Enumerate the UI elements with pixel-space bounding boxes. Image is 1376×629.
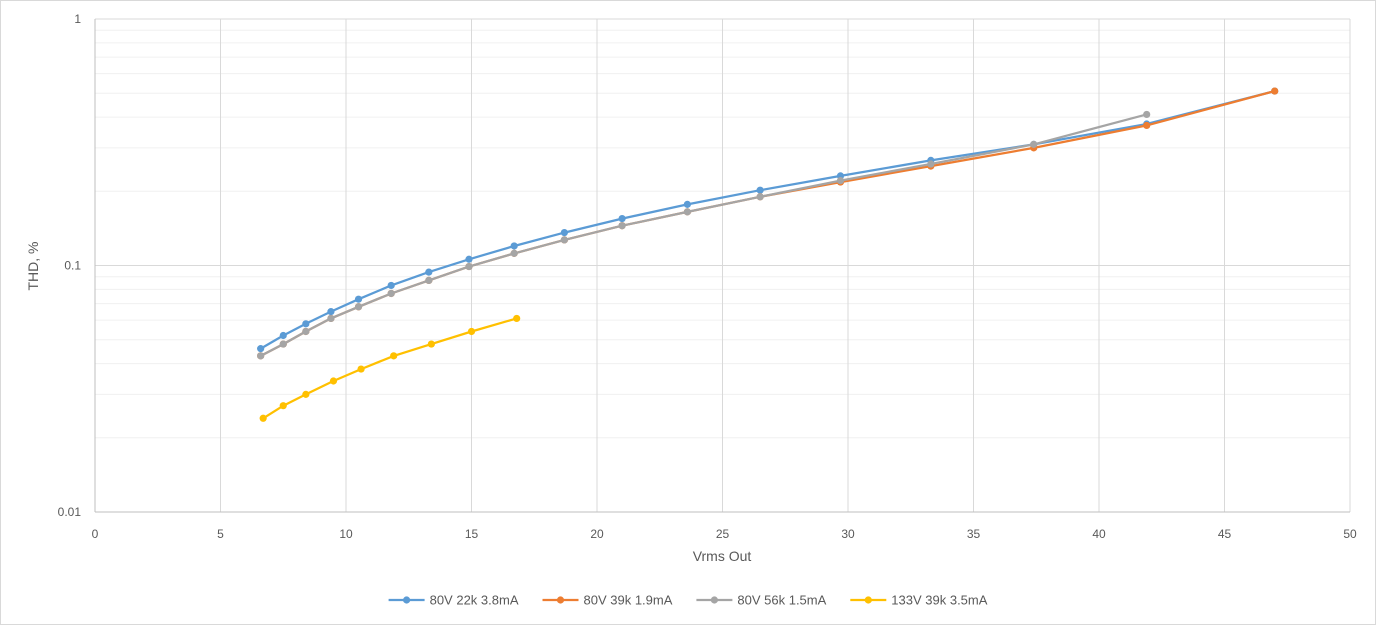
- legend: 80V 22k 3.8mA 80V 39k 1.9mA 80V 56k 1.5mA 1…: [388, 593, 988, 608]
- data-point: [279, 340, 287, 348]
- x-tick-label: 40: [1092, 527, 1106, 541]
- series-layer: [257, 87, 1279, 422]
- data-point: [387, 289, 395, 298]
- x-tick-label: 5: [217, 527, 224, 541]
- series-line: [260, 90, 1275, 350]
- legend-label: 80V 22k 3.8mA: [430, 593, 519, 608]
- data-point: [1030, 140, 1038, 148]
- data-point: [354, 295, 363, 303]
- data-point: [257, 352, 265, 360]
- data-point: [513, 314, 521, 323]
- data-point: [1271, 87, 1279, 95]
- x-tick-label: 45: [1218, 527, 1232, 541]
- data-point: [327, 314, 335, 323]
- legend-item: 80V 56k 1.5mA: [696, 593, 827, 608]
- data-point: [387, 281, 395, 290]
- series: [259, 314, 521, 422]
- data-point: [467, 327, 476, 336]
- x-tick-labels: 0 5 10 15 20 25 30 35 40 45 50: [92, 527, 1357, 541]
- y-axis-label: THD, %: [25, 242, 41, 291]
- series: [257, 110, 1151, 360]
- legend-swatch-marker: [864, 596, 872, 604]
- data-point: [683, 208, 691, 216]
- legend-swatch-marker: [403, 596, 411, 604]
- data-point: [357, 365, 365, 373]
- data-point: [560, 236, 568, 244]
- data-point: [279, 402, 287, 410]
- data-point: [302, 327, 310, 336]
- x-tick-label: 15: [465, 527, 479, 541]
- data-point: [510, 242, 518, 250]
- data-point: [302, 320, 310, 328]
- series-line: [260, 90, 1275, 357]
- legend-label: 80V 56k 1.5mA: [737, 593, 826, 608]
- data-point: [465, 262, 473, 271]
- data-point: [425, 276, 433, 285]
- x-tick-label: 35: [967, 527, 981, 541]
- axes: [94, 19, 1350, 513]
- legend-item: 133V 39k 3.5mA: [850, 593, 988, 608]
- data-point: [927, 160, 935, 168]
- y-tick-label: 0.01: [58, 505, 82, 519]
- x-tick-label: 0: [92, 527, 99, 541]
- data-point: [618, 222, 626, 230]
- y-tick-labels: 0.01 0.1 1: [58, 12, 82, 519]
- data-point: [302, 390, 310, 398]
- legend-swatch-marker: [556, 596, 565, 604]
- data-point: [618, 214, 626, 223]
- series: [257, 87, 1279, 353]
- legend-item: 80V 39k 1.9mA: [542, 593, 673, 608]
- data-point: [327, 308, 335, 316]
- data-point: [257, 345, 265, 353]
- x-tick-label: 20: [590, 527, 604, 541]
- data-point: [427, 340, 435, 348]
- x-tick-label: 30: [841, 527, 855, 541]
- data-point: [510, 249, 518, 257]
- legend-label: 80V 39k 1.9mA: [584, 593, 673, 608]
- y-tick-label: 0.1: [64, 259, 81, 273]
- x-tick-label: 10: [339, 527, 353, 541]
- data-point: [465, 255, 473, 263]
- x-tick-label: 50: [1343, 527, 1357, 541]
- data-point: [279, 331, 287, 340]
- data-point: [756, 186, 764, 194]
- data-point: [683, 200, 691, 208]
- data-point: [425, 268, 433, 276]
- legend-swatch-marker: [710, 596, 718, 604]
- data-point: [390, 352, 398, 360]
- legend-item: 80V 22k 3.8mA: [388, 593, 519, 608]
- data-point: [756, 193, 764, 201]
- y-tick-label: 1: [74, 12, 81, 26]
- data-point: [259, 414, 267, 422]
- data-point: [560, 228, 568, 237]
- legend-label: 133V 39k 3.5mA: [891, 593, 987, 608]
- x-tick-label: 25: [716, 527, 730, 541]
- data-point: [1143, 121, 1151, 130]
- data-point: [1143, 110, 1151, 119]
- data-point: [354, 303, 363, 311]
- data-point: [836, 177, 845, 185]
- data-point: [329, 377, 338, 385]
- x-axis-label: Vrms Out: [693, 548, 752, 564]
